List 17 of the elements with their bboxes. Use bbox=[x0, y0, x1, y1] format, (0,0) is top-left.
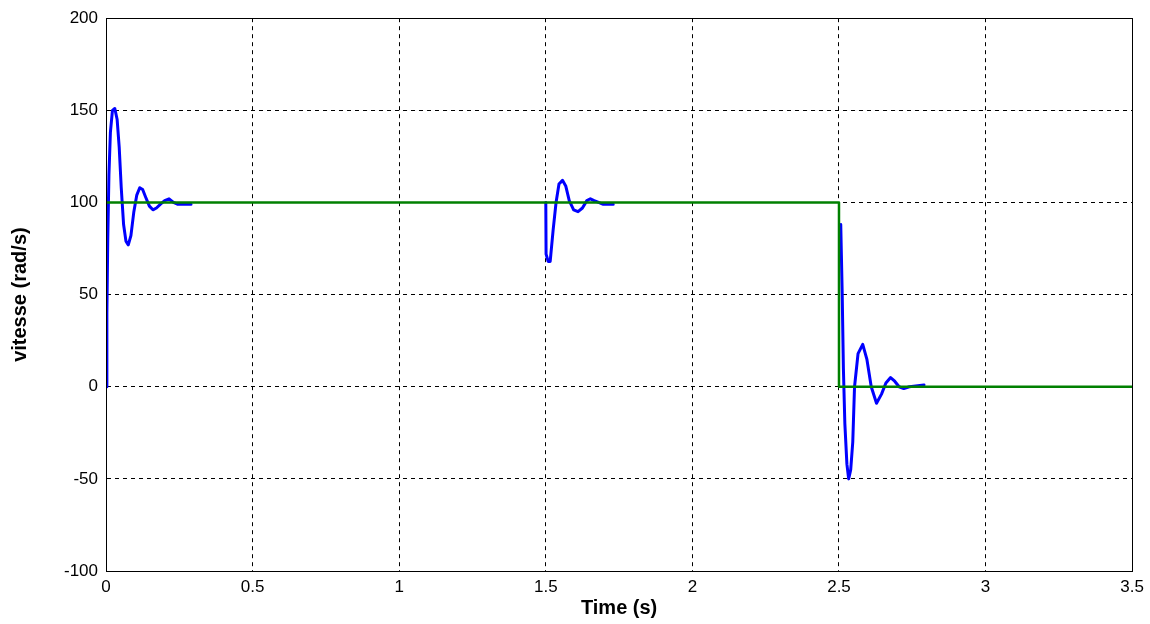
y-tick-label: 0 bbox=[88, 376, 98, 396]
x-tick-label: 0.5 bbox=[240, 576, 265, 596]
y-tick-label: -50 bbox=[73, 468, 98, 488]
y-tick-label: -100 bbox=[63, 560, 98, 580]
x-tick-label: 1 bbox=[394, 576, 404, 596]
x-tick-label: 0 bbox=[101, 576, 111, 596]
y-tick-label: 100 bbox=[69, 192, 98, 212]
x-tick-label: 2 bbox=[687, 576, 698, 596]
x-tick-label: 2.5 bbox=[827, 576, 851, 596]
y-tick-label: 200 bbox=[69, 7, 98, 27]
y-axis-title: vitesse (rad/s) bbox=[7, 227, 30, 362]
y-tick-label: 150 bbox=[69, 100, 98, 120]
x-axis-title: Time (s) bbox=[580, 595, 658, 618]
x-tick-label: 3 bbox=[980, 576, 991, 596]
y-tick-label: 50 bbox=[79, 284, 98, 304]
x-tick-label: 1.5 bbox=[533, 576, 558, 596]
x-tick-label: 3.5 bbox=[1120, 576, 1144, 596]
